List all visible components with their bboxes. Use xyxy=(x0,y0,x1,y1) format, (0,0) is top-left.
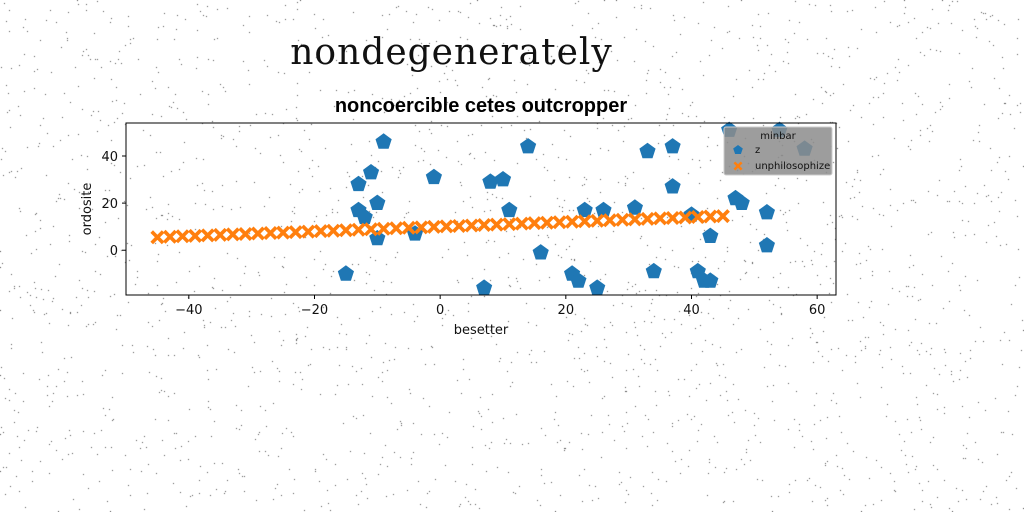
x-tick-label-4: 40 xyxy=(683,303,700,318)
point-z-19 xyxy=(589,279,605,294)
point-unphilosophize-14 xyxy=(326,224,340,238)
point-unphilosophize-12 xyxy=(301,225,315,239)
point-z-1 xyxy=(350,176,366,191)
x-tick-label-2: 0 xyxy=(436,303,444,318)
x-axis-label: besetter xyxy=(454,323,509,338)
point-unphilosophize-9 xyxy=(264,226,278,240)
point-z-15 xyxy=(533,244,549,259)
point-unphilosophize-19 xyxy=(389,221,403,235)
x-tick-label-0: −40 xyxy=(175,303,202,318)
point-z-7 xyxy=(376,133,392,148)
legend: minbar z unphilosophize xyxy=(724,127,832,175)
point-unphilosophize-5 xyxy=(213,228,227,242)
point-z-22 xyxy=(639,143,655,158)
y-tick-label-1: 20 xyxy=(101,197,118,212)
point-unphilosophize-30 xyxy=(527,216,541,230)
y-tick-label-2: 40 xyxy=(101,150,118,165)
point-unphilosophize-17 xyxy=(364,222,378,236)
point-unphilosophize-4 xyxy=(201,228,215,242)
point-unphilosophize-39 xyxy=(641,212,655,226)
chart-title: noncoercible cetes outcropper xyxy=(335,95,628,117)
x-tick-label-5: 60 xyxy=(809,303,826,318)
point-z-14 xyxy=(520,138,536,153)
point-unphilosophize-23 xyxy=(439,219,453,233)
point-z-9 xyxy=(426,169,442,184)
point-unphilosophize-22 xyxy=(427,220,441,234)
point-unphilosophize-29 xyxy=(515,217,529,231)
point-z-24 xyxy=(665,138,681,153)
point-unphilosophize-37 xyxy=(615,213,629,227)
x-tick-label-3: 20 xyxy=(558,303,575,318)
point-z-5 xyxy=(369,195,385,210)
point-unphilosophize-18 xyxy=(377,222,391,236)
point-z-35 xyxy=(759,237,775,252)
legend-label-unphilosophize: unphilosophize xyxy=(755,161,830,172)
plot-area xyxy=(150,122,812,295)
point-unphilosophize-25 xyxy=(465,219,479,233)
legend-title: minbar xyxy=(760,131,796,142)
point-z-30 xyxy=(702,228,718,243)
point-z-20 xyxy=(595,202,611,217)
point-unphilosophize-27 xyxy=(490,218,504,232)
y-tick-label-0: 0 xyxy=(110,244,118,259)
point-unphilosophize-1 xyxy=(163,230,177,244)
point-unphilosophize-15 xyxy=(339,223,353,237)
point-z-4 xyxy=(363,164,379,179)
point-unphilosophize-32 xyxy=(553,215,567,229)
point-unphilosophize-36 xyxy=(603,213,617,227)
point-z-21 xyxy=(627,199,643,214)
point-unphilosophize-33 xyxy=(565,215,579,229)
point-z-12 xyxy=(495,171,511,186)
point-unphilosophize-35 xyxy=(590,214,604,228)
point-z-10 xyxy=(476,279,492,294)
point-unphilosophize-7 xyxy=(238,227,252,241)
point-unphilosophize-26 xyxy=(477,218,491,232)
point-unphilosophize-11 xyxy=(289,225,303,239)
point-unphilosophize-0 xyxy=(150,230,164,244)
point-z-25 xyxy=(665,178,681,193)
y-axis-label: ordosite xyxy=(80,183,95,236)
legend-label-z: z xyxy=(755,145,760,156)
point-unphilosophize-41 xyxy=(666,211,680,225)
point-unphilosophize-31 xyxy=(540,216,554,230)
point-unphilosophize-16 xyxy=(352,223,366,237)
point-z-11 xyxy=(482,173,498,188)
point-z-18 xyxy=(577,202,593,217)
point-unphilosophize-24 xyxy=(452,219,466,233)
point-unphilosophize-28 xyxy=(502,217,516,231)
point-unphilosophize-10 xyxy=(276,226,290,240)
point-z-13 xyxy=(501,202,517,217)
point-z-0 xyxy=(338,265,354,280)
point-z-34 xyxy=(759,204,775,219)
x-tick-label-1: −20 xyxy=(301,303,328,318)
point-unphilosophize-8 xyxy=(251,227,265,241)
point-unphilosophize-6 xyxy=(226,227,240,241)
point-unphilosophize-3 xyxy=(188,229,202,243)
point-unphilosophize-40 xyxy=(653,211,667,225)
point-unphilosophize-2 xyxy=(176,229,190,243)
point-z-23 xyxy=(646,263,662,278)
point-unphilosophize-13 xyxy=(314,224,328,238)
point-unphilosophize-45 xyxy=(716,209,730,223)
point-unphilosophize-44 xyxy=(703,210,717,224)
